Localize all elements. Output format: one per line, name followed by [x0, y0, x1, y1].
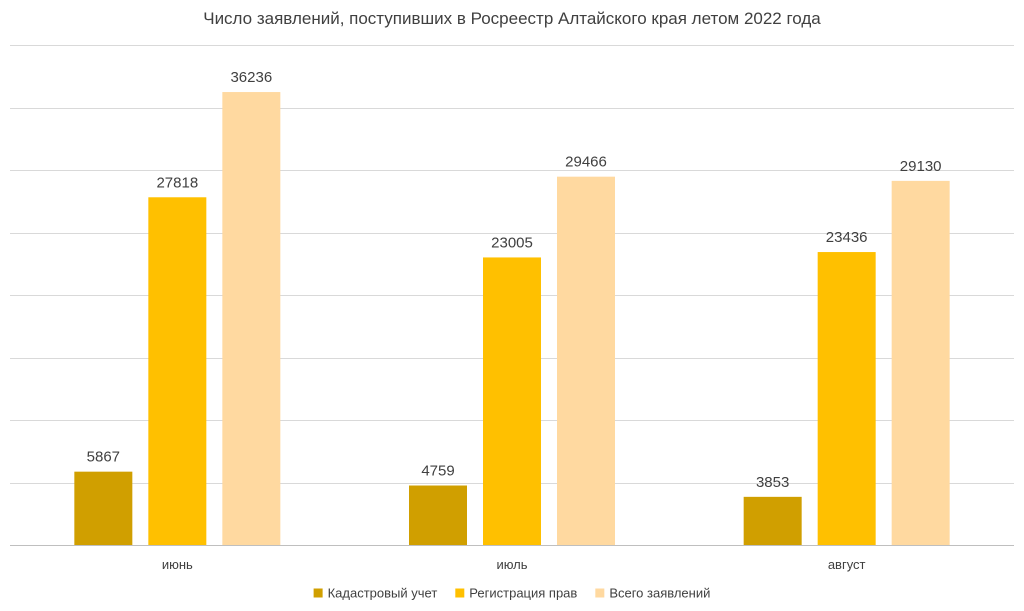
- category-labels: июнь июль август: [162, 557, 866, 572]
- data-label: 23436: [826, 229, 868, 246]
- bars: [74, 92, 950, 546]
- data-label: 29130: [900, 158, 942, 175]
- legend: Кадастровый учет Регистрация прав Всего за…: [313, 586, 710, 601]
- x-tick-label: июнь: [162, 557, 193, 572]
- legend-swatch: [595, 588, 605, 598]
- bar: [891, 180, 950, 545]
- data-label: 3853: [756, 474, 789, 491]
- data-label: 5867: [87, 449, 120, 466]
- bar: [148, 197, 207, 545]
- data-label: 36236: [230, 69, 272, 86]
- bar: [74, 471, 133, 545]
- data-label: 4759: [421, 463, 454, 480]
- bar: [483, 257, 541, 545]
- x-tick-label: июль: [496, 557, 527, 572]
- data-label: 29466: [565, 154, 607, 171]
- legend-swatch: [313, 588, 323, 598]
- legend-label: Кадастровый учет: [328, 586, 438, 601]
- bar: [817, 252, 876, 546]
- x-tick-label: август: [828, 557, 866, 572]
- bar: [222, 92, 281, 546]
- legend-swatch: [455, 588, 465, 598]
- bar: [557, 176, 615, 546]
- legend-label: Всего заявлений: [609, 586, 710, 601]
- legend-label: Регистрация прав: [469, 586, 577, 601]
- data-labels: 5867 27818 36236 4759 23005 29466 3853 23436 291…: [87, 69, 942, 491]
- bar: [409, 485, 467, 545]
- data-label: 27818: [156, 174, 198, 191]
- data-label: 23005: [491, 234, 533, 251]
- chart-title: Число заявлений, поступивших в Росреестр…: [203, 9, 821, 28]
- bar: [743, 496, 802, 545]
